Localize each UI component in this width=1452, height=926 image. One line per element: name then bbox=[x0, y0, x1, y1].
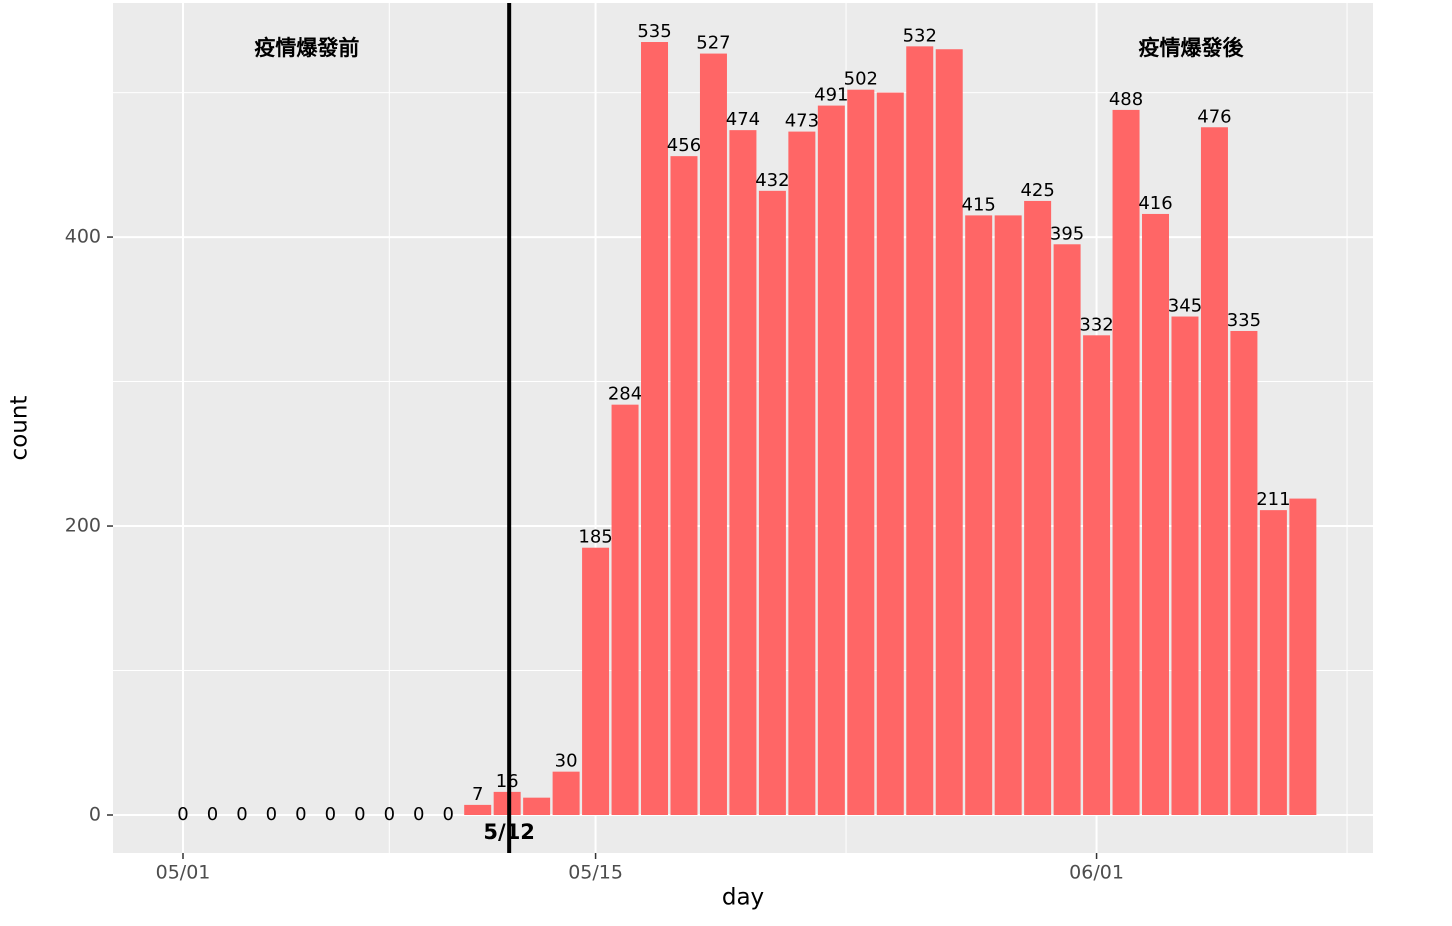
bar bbox=[699, 53, 727, 816]
bar bbox=[1230, 330, 1258, 816]
bar bbox=[758, 190, 786, 816]
bar bbox=[611, 404, 639, 816]
value-label: 0 bbox=[325, 804, 336, 825]
annotation: 疫情爆發後 bbox=[1138, 36, 1244, 60]
x-tick-label: 06/01 bbox=[1069, 862, 1124, 884]
bar bbox=[464, 804, 492, 816]
value-label: 30 bbox=[555, 751, 578, 772]
bar bbox=[582, 547, 610, 816]
value-label: 425 bbox=[1020, 180, 1054, 201]
bar bbox=[906, 46, 934, 816]
value-label: 0 bbox=[266, 804, 277, 825]
value-label: 535 bbox=[637, 21, 671, 42]
value-label: 0 bbox=[413, 804, 424, 825]
value-label: 415 bbox=[962, 194, 996, 215]
bar bbox=[1259, 510, 1287, 816]
bar bbox=[788, 131, 816, 816]
bar bbox=[729, 130, 757, 816]
bar bbox=[1142, 213, 1170, 816]
bar bbox=[1024, 200, 1052, 816]
value-label: 7 bbox=[472, 784, 483, 805]
value-label: 476 bbox=[1197, 106, 1231, 127]
y-tick-label: 200 bbox=[65, 515, 101, 537]
value-label: 332 bbox=[1079, 314, 1113, 335]
value-label: 432 bbox=[755, 170, 789, 191]
bar bbox=[876, 92, 904, 816]
value-label: 284 bbox=[608, 384, 642, 405]
value-label: 0 bbox=[177, 804, 188, 825]
y-tick-label: 0 bbox=[89, 804, 101, 826]
value-label: 335 bbox=[1227, 310, 1261, 331]
bar bbox=[965, 215, 993, 816]
value-label: 532 bbox=[903, 25, 937, 46]
value-label: 527 bbox=[696, 33, 730, 54]
value-label: 416 bbox=[1138, 193, 1172, 214]
value-label: 16 bbox=[496, 771, 519, 792]
value-label: 502 bbox=[844, 69, 878, 90]
bar bbox=[1053, 244, 1081, 816]
value-label: 491 bbox=[814, 85, 848, 106]
value-label: 395 bbox=[1050, 223, 1084, 244]
value-label: 0 bbox=[207, 804, 218, 825]
reference-label: 5/12 bbox=[483, 820, 535, 844]
bar bbox=[1112, 109, 1140, 816]
bar bbox=[641, 42, 669, 816]
value-label: 0 bbox=[384, 804, 395, 825]
value-label: 456 bbox=[667, 135, 701, 156]
y-axis-title: count bbox=[7, 396, 33, 461]
annotation: 疫情爆發前 bbox=[254, 36, 359, 60]
bar bbox=[1171, 316, 1199, 816]
x-axis-title: day bbox=[722, 885, 764, 911]
value-label: 345 bbox=[1168, 296, 1202, 317]
bar bbox=[935, 49, 963, 816]
bar bbox=[1083, 335, 1111, 816]
value-label: 0 bbox=[295, 804, 306, 825]
bar bbox=[1200, 127, 1228, 816]
value-label: 185 bbox=[578, 527, 612, 548]
bar bbox=[552, 771, 580, 816]
bar bbox=[1289, 498, 1317, 816]
value-label: 474 bbox=[726, 109, 760, 130]
bar bbox=[817, 105, 845, 816]
value-label: 488 bbox=[1109, 89, 1143, 110]
bar bbox=[523, 797, 551, 816]
value-label: 211 bbox=[1256, 489, 1290, 510]
bar bbox=[670, 156, 698, 816]
value-label: 473 bbox=[785, 111, 819, 132]
x-tick-label: 05/15 bbox=[568, 862, 623, 884]
y-tick-label: 400 bbox=[65, 226, 101, 248]
x-tick-label: 05/01 bbox=[156, 862, 211, 884]
bar bbox=[994, 215, 1022, 816]
value-label: 0 bbox=[236, 804, 247, 825]
value-label: 0 bbox=[354, 804, 365, 825]
value-label: 0 bbox=[443, 804, 454, 825]
bar bbox=[847, 89, 875, 816]
